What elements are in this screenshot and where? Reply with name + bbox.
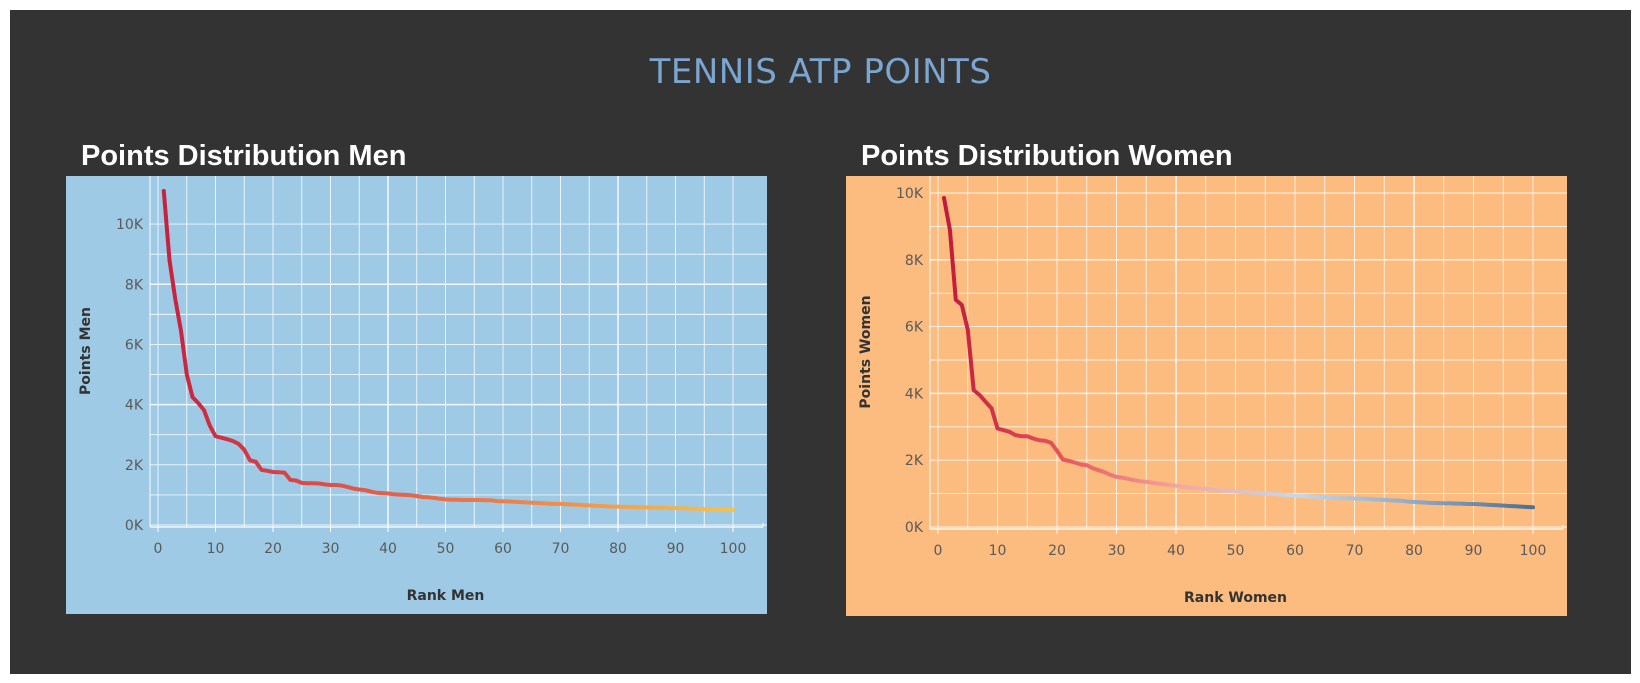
men-x-tick-label: 70 <box>552 541 570 557</box>
women-x-axis-label: Rank Women <box>1184 590 1287 606</box>
women-y-tick-label: 6K <box>905 320 924 336</box>
women-y-axis-label: Points Women <box>858 295 874 408</box>
men-series-line <box>161 189 735 512</box>
men-x-tick-label: 20 <box>264 541 282 557</box>
men-y-tick-label: 2K <box>125 458 144 474</box>
women-x-tick-label: 10 <box>989 543 1007 559</box>
men-x-tick-label: 100 <box>720 541 747 557</box>
men-y-tick-label: 6K <box>125 337 144 353</box>
men-y-axis-label: Points Men <box>78 307 94 395</box>
women-chart-title: Points Distribution Women <box>861 140 1233 172</box>
men-x-tick-label: 10 <box>207 541 225 557</box>
women-points-chart: 0 10 20 30 40 50 60 70 80 90 100 0K 2K 4K 6K 8K 10K Rank … <box>846 176 1567 616</box>
men-y-tick-label: 10K <box>116 217 144 233</box>
men-x-axis-label: Rank Men <box>407 588 485 604</box>
men-x-tick-label: 50 <box>437 541 455 557</box>
men-x-tick-label: 30 <box>322 541 340 557</box>
men-chart-title: Points Distribution Men <box>81 140 407 172</box>
men-x-tick-label: 90 <box>667 541 685 557</box>
women-x-tick-label: 90 <box>1465 543 1483 559</box>
women-x-tick-label: 70 <box>1346 543 1364 559</box>
men-x-tick-label: 60 <box>494 541 512 557</box>
women-chart-background <box>846 176 1567 616</box>
women-gridlines <box>930 176 1567 529</box>
women-x-tick-label: 100 <box>1520 543 1547 559</box>
women-y-tick-label: 2K <box>905 453 924 469</box>
women-y-tick-label: 0K <box>905 520 924 536</box>
men-points-chart: 0 10 20 30 40 50 60 70 80 90 100 0K 2K 4K 6K 8K 10K Rank … <box>66 176 767 614</box>
women-y-tick-label: 10K <box>896 186 924 202</box>
women-series-line <box>942 196 1535 510</box>
men-y-tick-label: 4K <box>125 398 144 414</box>
men-gridlines <box>150 176 767 527</box>
women-x-tick-label: 80 <box>1405 543 1423 559</box>
men-y-tick-label: 0K <box>125 518 144 534</box>
women-y-tick-label: 8K <box>905 253 924 269</box>
women-x-tick-label: 20 <box>1048 543 1066 559</box>
men-y-tick-label: 8K <box>125 277 144 293</box>
women-x-tick-label: 60 <box>1286 543 1304 559</box>
men-x-tick-label: 0 <box>154 541 163 557</box>
women-x-tick-label: 40 <box>1167 543 1185 559</box>
women-x-tick-label: 30 <box>1108 543 1126 559</box>
men-x-tick-label: 80 <box>609 541 627 557</box>
women-y-tick-label: 4K <box>905 386 924 402</box>
men-x-tick-label: 40 <box>379 541 397 557</box>
women-x-tick-label: 50 <box>1227 543 1245 559</box>
women-x-tick-label: 0 <box>934 543 943 559</box>
page-title: TENNIS ATP POINTS <box>649 52 992 92</box>
